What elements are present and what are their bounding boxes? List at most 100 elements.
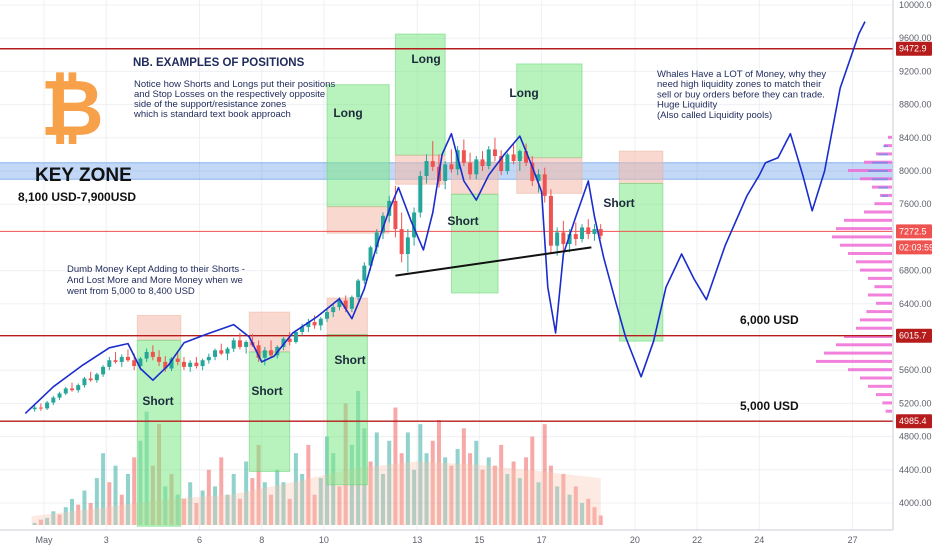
volume-bar	[300, 473, 305, 525]
candle-body	[237, 340, 242, 347]
zone-label-short: Short	[447, 214, 478, 228]
volume-bars	[31, 390, 603, 525]
candle-body	[548, 195, 553, 246]
price-tick-label: 4000.00	[899, 498, 932, 508]
volume-bar	[468, 453, 473, 525]
volume-bar	[225, 494, 230, 525]
profile-bar-buy	[824, 351, 892, 355]
candle-body	[337, 300, 342, 308]
candle-body	[474, 159, 479, 175]
candle-body	[492, 149, 497, 157]
profile-bar-buy	[868, 293, 892, 297]
price-tag-bg	[896, 240, 932, 255]
volume-bar	[256, 444, 261, 525]
zone-label-long: Long	[333, 106, 362, 120]
annotation-line: which is standard text book approach	[133, 109, 291, 120]
annotation-line: And Lost More and More Money when we	[67, 275, 243, 286]
profile-bar-buy	[832, 235, 892, 239]
candle-body	[592, 229, 597, 235]
volume-bar	[405, 432, 410, 525]
volume-bar	[45, 517, 50, 525]
candle-body	[374, 232, 379, 248]
annotation-dumb-money-note: Dumb Money Kept Adding to their Shorts -…	[66, 264, 245, 297]
candle-body	[356, 280, 361, 298]
profile-bar-buy	[868, 276, 892, 280]
profile-bar-buy	[866, 310, 892, 314]
time-tick-label: 20	[630, 535, 640, 545]
volume-bar	[555, 486, 560, 525]
candle-body	[524, 151, 529, 163]
candle-body	[300, 327, 305, 333]
profile-bar-buy	[882, 401, 892, 405]
price-tick-label: 8800.00	[899, 100, 932, 110]
volume-bar	[573, 486, 578, 525]
candle-body	[598, 229, 603, 236]
profile-bar-sell	[868, 170, 888, 172]
volume-bar	[188, 482, 193, 525]
candle-body	[586, 227, 591, 235]
volume-bar	[592, 507, 597, 525]
profile-bar-buy	[860, 268, 892, 272]
profile-bar-buy	[888, 135, 892, 139]
annotation-line: and Stop Losses on the respectively oppo…	[134, 89, 325, 100]
volume-bar	[430, 440, 435, 525]
volume-bar	[206, 469, 211, 525]
candle-body	[169, 358, 174, 369]
volume-bar	[436, 420, 441, 525]
volume-bar	[76, 504, 81, 525]
candle-body	[219, 350, 224, 354]
candle-body	[94, 374, 99, 381]
price-tag-bg	[896, 414, 932, 429]
volume-bar	[113, 465, 118, 525]
volume-bar	[57, 514, 62, 525]
annotation-line: side of the support/resistance zones	[134, 99, 286, 110]
candle-body	[573, 234, 578, 240]
candle-body	[101, 366, 106, 375]
candle-body	[119, 356, 124, 362]
candle-body	[76, 385, 81, 391]
price-tick-label: 4400.00	[899, 465, 932, 475]
price-tick-label: 8400.00	[899, 133, 932, 143]
candle-body	[312, 322, 317, 326]
price-tag-bg	[896, 328, 932, 343]
price-tick-label: 7600.00	[899, 199, 932, 209]
volume-bar	[542, 424, 547, 525]
candle-body	[499, 156, 504, 171]
candle-body	[113, 360, 118, 362]
candle-body	[150, 351, 155, 357]
volume-bar	[399, 453, 404, 525]
volume-bar	[231, 473, 236, 525]
volume-bar	[306, 444, 311, 525]
price-tick-label: 9200.00	[899, 66, 932, 76]
profile-bar-buy	[876, 393, 892, 397]
profile-bar-sell	[881, 194, 888, 197]
long-stop-box	[516, 157, 583, 194]
candle-body	[536, 174, 541, 181]
volume-bar	[194, 503, 199, 525]
time-tick-label: 27	[848, 535, 858, 545]
volume-bar	[69, 498, 74, 525]
annotation-line: (Also called Liquidity pools)	[657, 110, 772, 121]
annotation-line: NB. EXAMPLES OF POSITIONS	[133, 57, 305, 69]
candle-body	[561, 232, 566, 245]
annotation-line: Whales Have a LOT of Money, why they	[657, 69, 826, 80]
annotation-line: 6,000 USD	[740, 313, 799, 327]
volume-bar	[368, 461, 373, 525]
volume-bar	[536, 482, 541, 525]
zone-label-short: Short	[142, 394, 173, 408]
candle-body	[399, 229, 404, 254]
volume-bar	[511, 461, 516, 525]
profile-bar-buy	[885, 409, 892, 413]
candle-body	[287, 338, 292, 342]
candle-body	[138, 358, 143, 367]
profile-bar-buy	[816, 359, 892, 363]
volume-bar	[337, 486, 342, 525]
volume-bar	[181, 498, 186, 525]
short-target-box	[248, 351, 291, 472]
profile-bar-buy	[844, 335, 892, 338]
volume-bar	[244, 461, 249, 525]
zone-label-short: Short	[251, 384, 282, 398]
volume-bar	[262, 482, 267, 525]
annotation-line: Dumb Money Kept Adding to their Shorts -	[67, 264, 245, 275]
support-line	[395, 246, 592, 277]
